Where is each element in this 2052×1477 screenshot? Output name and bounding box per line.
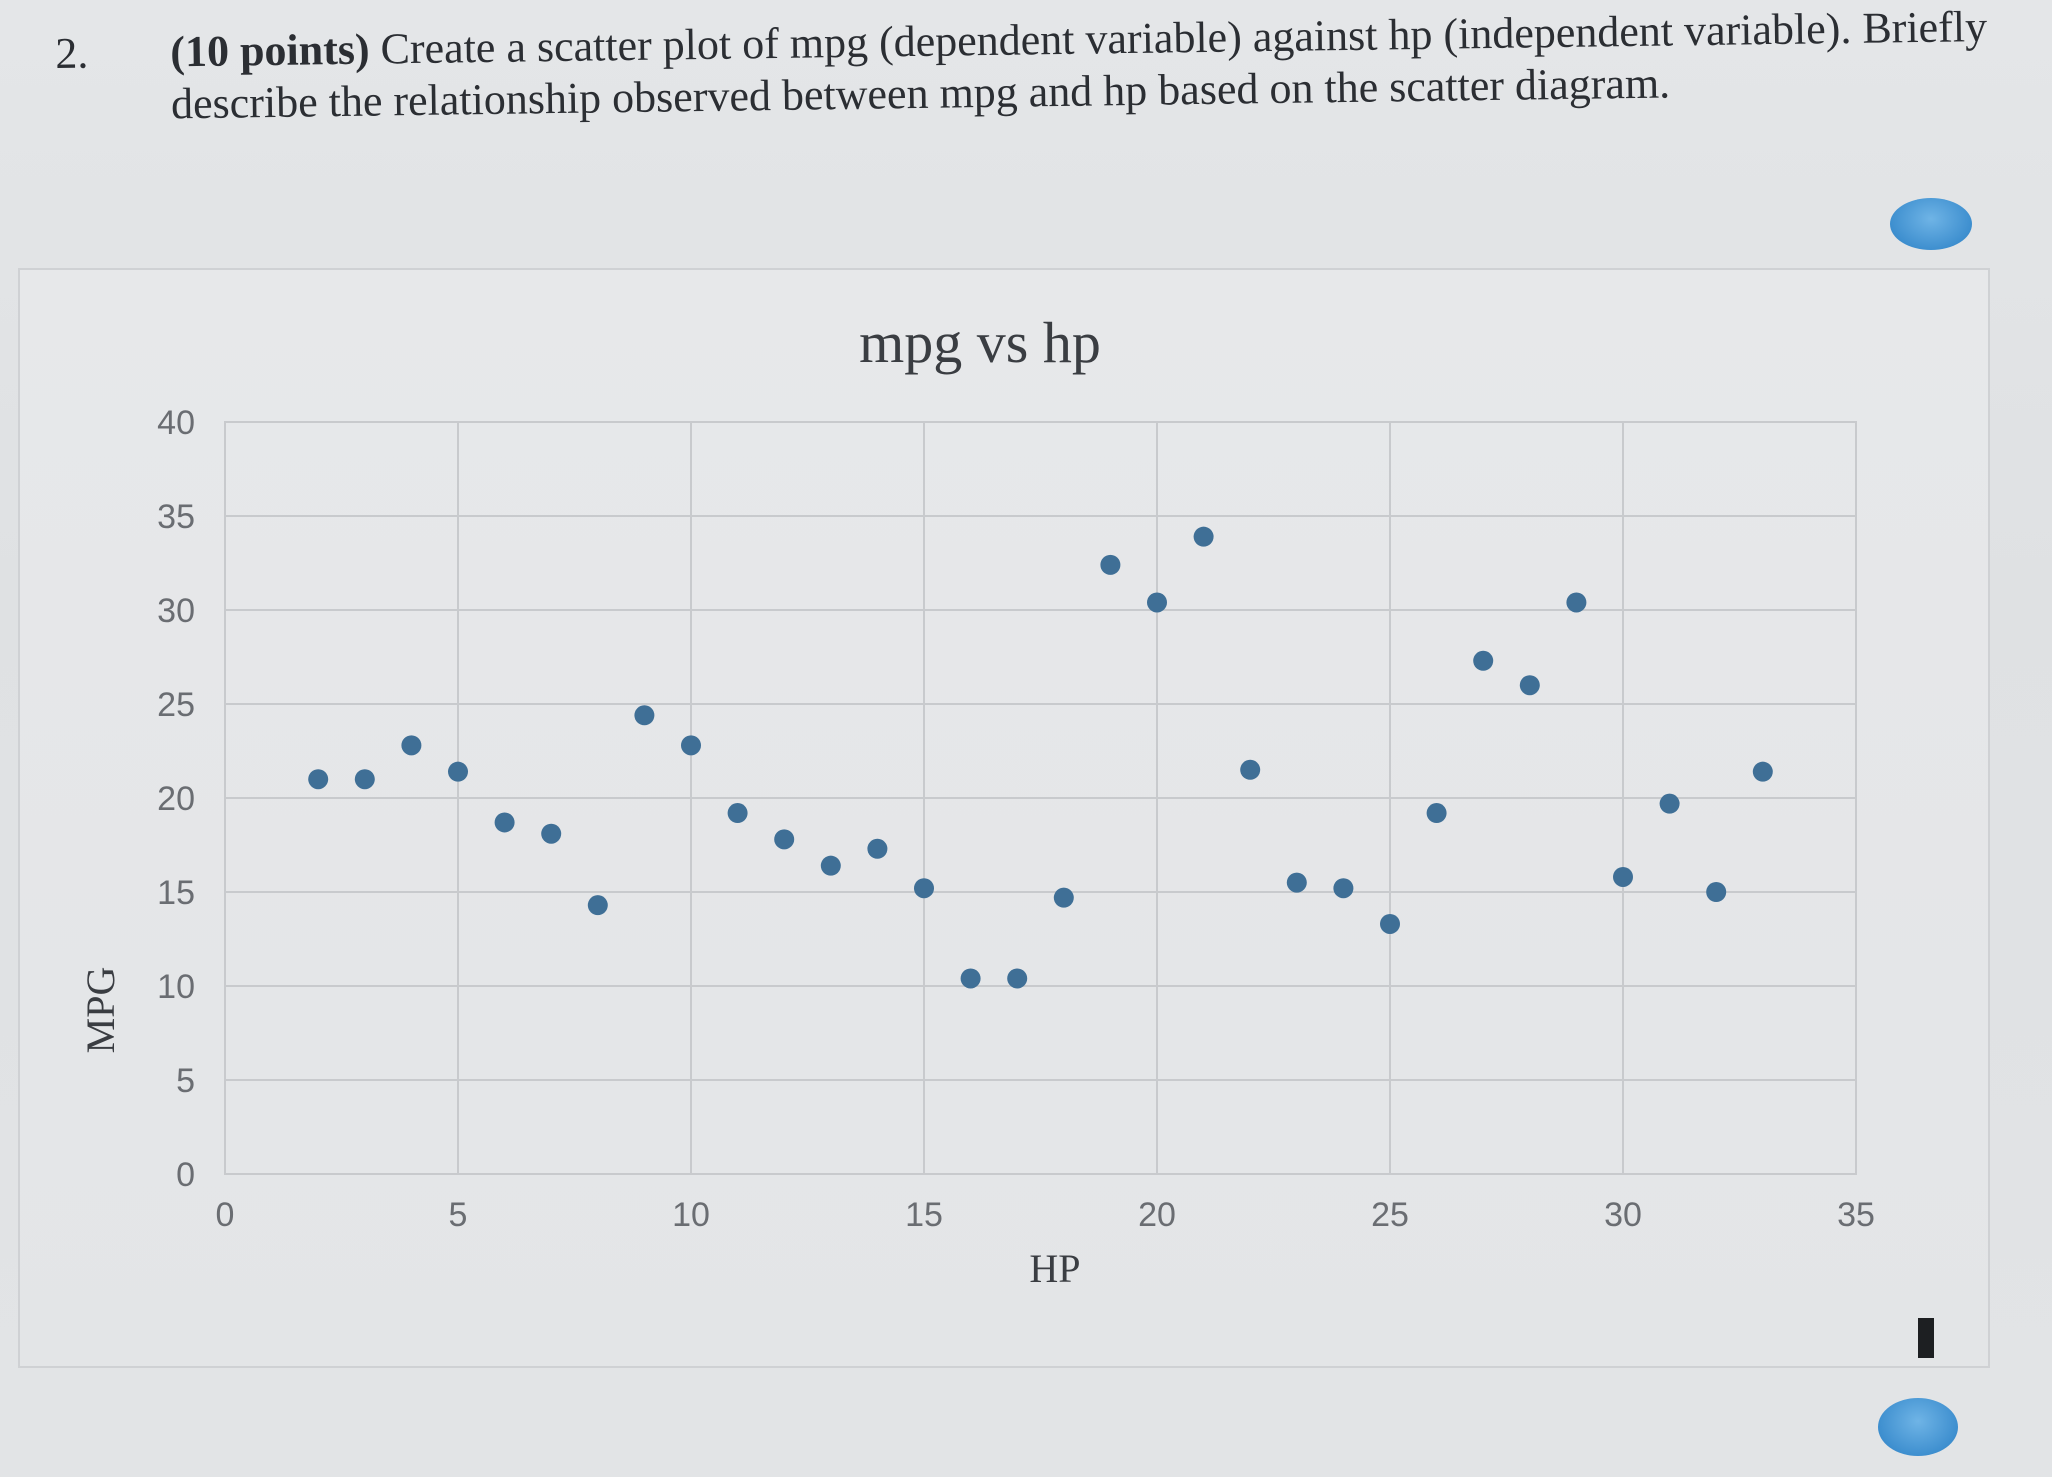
y-tick-label: 25 [157, 686, 195, 724]
data-point [820, 855, 841, 876]
x-tick-label: 0 [216, 1196, 235, 1234]
question-body: (10 points) Create a scatter plot of mpg… [170, 1, 2011, 131]
data-point [401, 735, 422, 756]
data-point [1566, 592, 1587, 613]
question-text: 2. (10 points) Create a scatter plot of … [55, 1, 2015, 128]
data-point [727, 803, 748, 824]
data-point [1147, 592, 1167, 613]
x-tick-label: 30 [1604, 1196, 1642, 1234]
data-point [494, 812, 515, 833]
chart-area[interactable]: mpg vs hp 0 5 10 15 20 25 30 35 40 0 5 10 15 20 25 30 3… [18, 268, 1990, 1368]
data-point [1473, 650, 1494, 671]
data-point [448, 761, 468, 782]
data-point [587, 895, 608, 916]
gridlines [224, 421, 1857, 1175]
x-axis-title: HP [1029, 1246, 1080, 1291]
data-point [1007, 968, 1028, 989]
chart-title: mpg vs hp [859, 310, 1101, 375]
data-point [1100, 554, 1121, 575]
data-point [1752, 761, 1773, 782]
data-point [1613, 866, 1633, 887]
data-point [1380, 913, 1400, 934]
y-tick-label: 0 [176, 1156, 195, 1194]
data-point [774, 829, 795, 850]
resize-handle-icon[interactable] [1890, 198, 1972, 250]
data-point [914, 878, 934, 899]
data-point [1519, 675, 1540, 696]
x-tick-label: 5 [449, 1196, 468, 1234]
text-cursor-icon [1918, 1318, 1934, 1358]
data-point [354, 769, 375, 790]
question-points: (10 points) [170, 24, 370, 77]
data-point [541, 823, 562, 844]
data-point [681, 735, 701, 756]
data-point [1240, 759, 1261, 780]
data-point [1426, 803, 1447, 824]
data-point [1193, 526, 1214, 547]
y-tick-label: 10 [157, 968, 195, 1006]
data-point [960, 968, 981, 989]
question-number: 2. [55, 28, 89, 78]
y-tick-label: 40 [157, 404, 195, 442]
y-tick-label: 15 [157, 874, 195, 912]
data-point [1286, 872, 1307, 893]
resize-handle-icon[interactable] [1878, 1398, 1958, 1456]
data-point [1333, 878, 1354, 899]
data-point [867, 838, 888, 859]
data-point [1659, 793, 1680, 814]
y-axis-ticks: 0 5 10 15 20 25 30 35 40 [157, 404, 195, 1194]
data-point [1706, 882, 1727, 902]
question-prompt: Create a scatter plot of mpg (dependent … [170, 2, 1988, 129]
x-tick-label: 10 [672, 1196, 710, 1234]
y-tick-label: 20 [157, 780, 195, 818]
data-points [308, 526, 1773, 989]
x-axis-ticks: 0 5 10 15 20 25 30 35 [216, 1196, 1875, 1234]
y-tick-label: 5 [176, 1062, 195, 1100]
scatter-chart: mpg vs hp 0 5 10 15 20 25 30 35 40 0 5 10 15 20 25 30 3… [78, 310, 1875, 1291]
y-tick-label: 30 [157, 592, 195, 630]
data-point [1053, 887, 1074, 908]
y-tick-label: 35 [157, 498, 195, 536]
x-tick-label: 20 [1138, 1196, 1176, 1234]
y-axis-title: MPG [78, 967, 123, 1054]
x-tick-label: 25 [1371, 1196, 1409, 1234]
data-point [308, 769, 329, 790]
data-point [634, 705, 655, 726]
x-tick-label: 35 [1837, 1196, 1875, 1234]
x-tick-label: 15 [905, 1196, 943, 1234]
